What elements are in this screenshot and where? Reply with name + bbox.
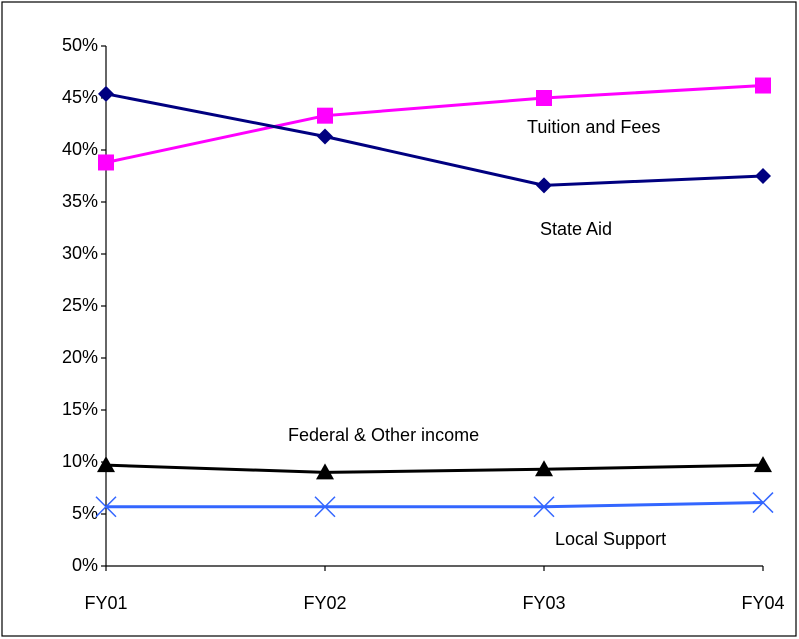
marker [317,128,333,145]
y-tick-label: 50% [62,35,98,55]
y-tick-label: 15% [62,399,98,419]
x-tick-label: FY01 [84,593,127,613]
y-tick-label: 35% [62,191,98,211]
y-tick-label: 10% [62,451,98,471]
y-tick-label: 40% [62,139,98,159]
marker [95,496,117,518]
y-tick-label: 45% [62,87,98,107]
marker [535,460,553,477]
marker [316,463,334,480]
marker [754,456,772,473]
y-tick-label: 0% [72,555,98,575]
y-tick-label: 30% [62,243,98,263]
series-line [105,92,764,187]
marker [98,85,114,102]
marker [536,90,552,106]
series-label: Federal & Other income [288,425,479,445]
marker [755,168,771,184]
series-label: State Aid [540,219,612,239]
y-tick-label: 5% [72,503,98,523]
marker [752,492,774,514]
y-tick-label: 25% [62,295,98,315]
series-line [105,84,764,164]
x-tick-label: FY02 [303,593,346,613]
x-tick-label: FY03 [522,593,565,613]
marker [98,154,114,171]
marker [536,177,552,194]
series-label: Tuition and Fees [527,117,660,137]
series-line [105,463,764,474]
series-label: Local Support [555,529,666,549]
marker [755,77,771,94]
marker [317,107,333,124]
x-tick-label: FY04 [741,593,784,613]
series-line [106,501,764,509]
marker [533,496,555,518]
marker [97,456,115,473]
y-tick-label: 20% [62,347,98,367]
marker [314,496,336,518]
